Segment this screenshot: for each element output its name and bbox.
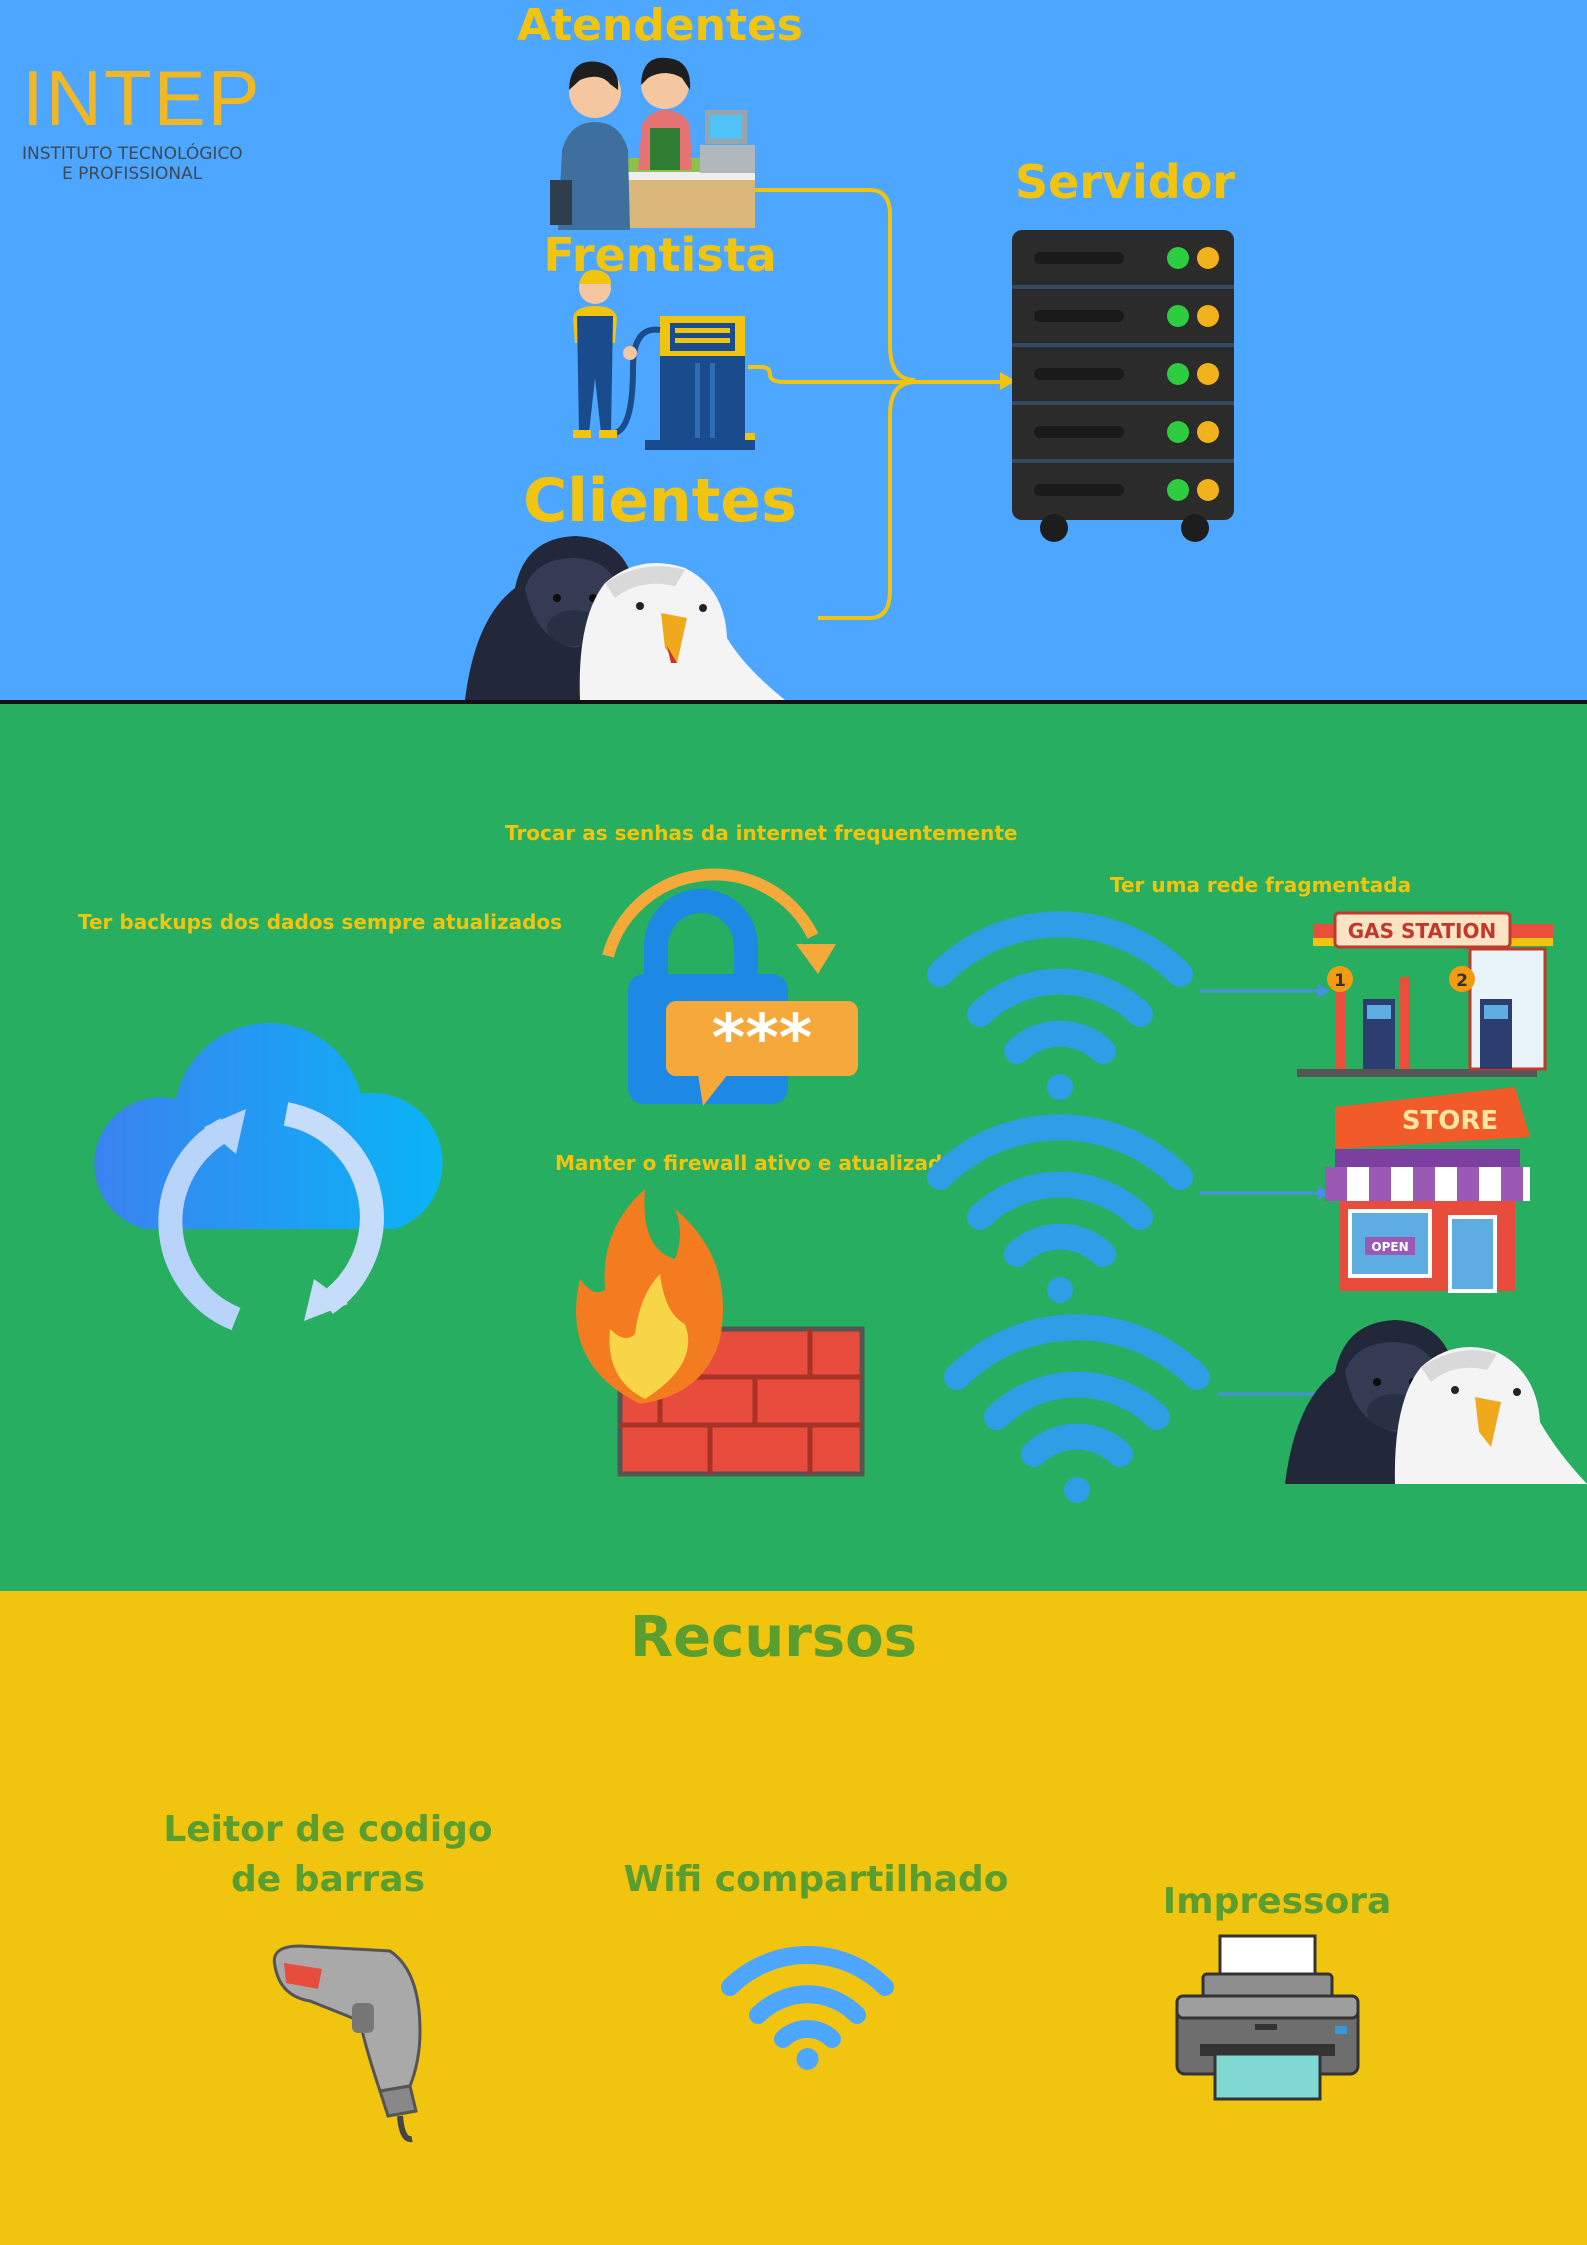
shared-wifi-icon [721,1946,894,2070]
server-icon [1012,230,1234,542]
role-label-clientes: Clientes [523,466,797,536]
intep-logo: INTEP INSTITUTO TECNOLÓGICO E PROFISSION… [22,58,262,198]
resources-section: Recursos Leitor de codigo de barras Wifi… [0,1591,1587,2245]
wifi-icon-1 [927,911,1193,1100]
resource-label-barcode-line2: de barras [230,1859,425,1900]
connector-lines [748,188,1016,620]
fragmented-network-label: Ter uma rede fragmentada [1110,873,1412,897]
customers-illustration-2 [1285,1320,1587,1484]
gas-station-icon: GAS STATION 1 2 [1297,911,1553,1077]
printer-icon [1175,1934,1360,2101]
pump-number-2: 2 [1456,971,1468,991]
firewall-icon [576,1189,865,1477]
gas-station-sign: GAS STATION [1348,919,1497,943]
logo-line1: INSTITUTO TECNOLÓGICO [22,144,243,164]
cloud-backup-icon [94,1022,443,1331]
server-label: Servidor [1015,155,1235,209]
wifi-icon-2 [927,1114,1193,1303]
wifi-icon-3 [944,1314,1210,1503]
resources-title: Recursos [630,1605,917,1670]
attendants-illustration [550,57,755,230]
pump-attendant-illustration [573,269,755,450]
firewall-label: Manter o firewall ativo e atualizado [555,1151,957,1175]
section-divider [0,700,1587,704]
resource-label-barcode-line1: Leitor de codigo [163,1809,493,1850]
passwords-label: Trocar as senhas da internet frequenteme… [505,821,1018,845]
role-label-frentista: Frentista [543,228,777,282]
store-sign: STORE [1402,1106,1498,1136]
logo-brand: INTEP [22,54,262,142]
logo-line2: E PROFISSIONAL [62,164,203,184]
resource-label-wifi: Wifi compartilhado [623,1859,1009,1900]
network-diagram-section: INTEP INSTITUTO TECNOLÓGICO E PROFISSION… [0,0,1587,700]
role-label-atendentes: Atendentes [517,0,803,51]
customers-illustration [465,536,785,700]
resource-label-printer: Impressora [1162,1881,1392,1922]
segment-arrows [1200,984,1330,1401]
barcode-scanner-icon [272,1944,422,2143]
security-measures-section: Ter backups dos dados sempre atualizados… [0,704,1587,1591]
password-mask: *** [712,1002,812,1076]
store-icon: STORE OPEN [1325,1087,1530,1293]
backup-label: Ter backups dos dados sempre atualizados [78,910,563,934]
password-lock-icon: *** [602,868,858,1106]
pump-number-1: 1 [1334,971,1346,991]
open-sign: OPEN [1371,1240,1408,1254]
